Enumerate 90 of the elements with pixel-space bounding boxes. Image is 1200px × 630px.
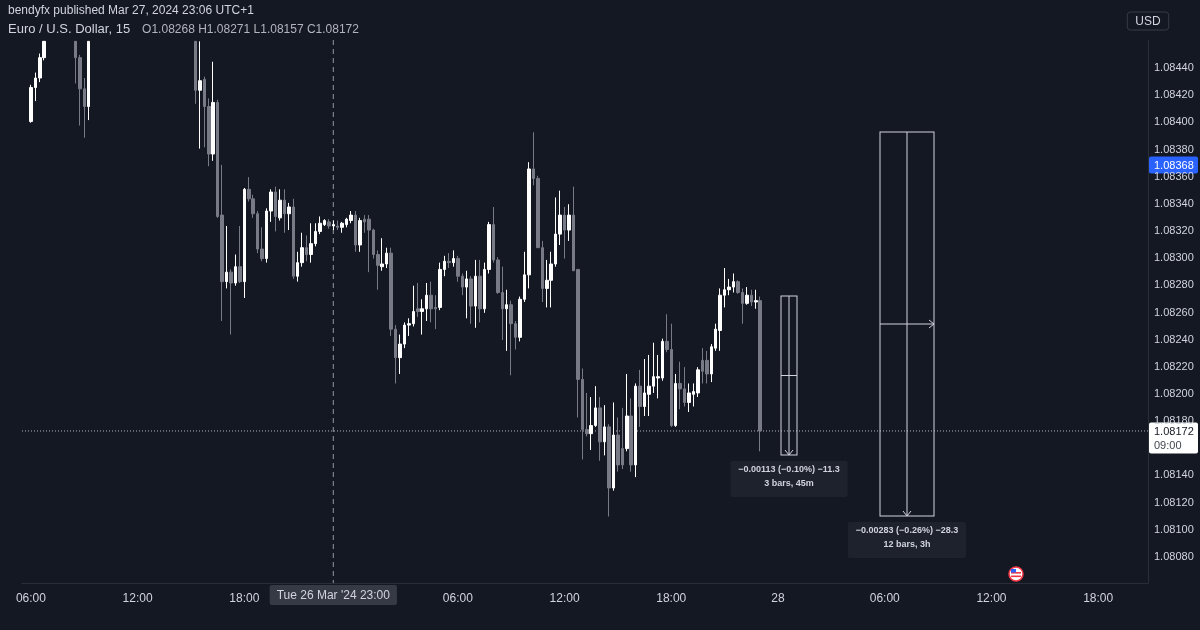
candlestick [447,252,451,269]
text: 1.08368 [1154,159,1194,171]
candlestick [478,259,482,323]
candlestick [278,188,282,222]
y-tick-label: 1.08140 [1154,468,1194,481]
y-tick-label: 1.08400 [1154,115,1194,128]
y-tick-label: 1.08120 [1154,495,1194,508]
candlestick [87,40,90,121]
text: 09:00 [1154,438,1182,451]
candlestick [754,289,758,310]
candlestick [274,186,277,232]
candlestick [509,300,513,376]
candlestick [327,218,331,230]
candlestick [674,373,677,428]
candlestick [678,361,682,410]
candlestick [750,289,753,307]
x-tick-label: 12:00 [976,591,1007,605]
ref-line-label: Tue 26 Mar '24 23:00 [276,588,391,602]
ref-line-label: 1.08172 [1154,424,1194,437]
x-tick-label: 18:00 [229,591,260,605]
x-tick-label: 18:00 [656,591,687,605]
candlestick [465,270,468,319]
y-tick-label: 1.08440 [1154,61,1194,74]
candlestick [225,225,228,289]
y-tick-label: 1.08200 [1154,386,1194,399]
candlestick [416,282,420,318]
y-tick-label: 1.08320 [1154,224,1194,237]
candlestick [367,214,371,273]
candlestick [598,396,602,462]
annotation: 12 bars, 3h [883,539,931,549]
annotation: −0.00283 (−0.26%) −28.3 [855,525,959,535]
candlestick [283,188,286,234]
candlestick [474,259,477,329]
chart-title: Euro / U.S. Dollar, 15 [8,21,131,36]
annotation: −0.00113 (−0.10%) −11.3 [738,464,840,474]
y-tick-label: 1.08080 [1154,549,1194,562]
candlestick [354,210,357,253]
x-tick-label: 06:00 [442,591,474,605]
candlestick [349,210,353,224]
y-axis-title: USD [1135,14,1161,28]
candlestick [745,286,749,306]
candlestick [705,350,709,384]
candlestick [607,423,611,517]
candlestick [229,268,233,336]
candlestick [634,382,637,478]
candlestick [340,221,344,234]
candlestick [469,275,473,325]
candlestick [629,397,633,473]
x-tick-label: 06:00 [869,591,901,605]
candlestick [563,206,566,260]
y-tick-label: 1.08240 [1154,332,1194,345]
annotation: 3 bars, 45m [764,478,814,488]
candlestick [612,401,615,492]
candlestick [243,187,246,299]
candlestick [194,40,197,105]
candlestick [238,225,242,284]
candlestick [305,234,308,262]
candlestick [309,222,313,264]
candlestick [292,198,295,280]
candlestick [603,404,606,456]
y-tick-label: 1.08260 [1154,305,1194,318]
y-tick-label: 1.08420 [1154,88,1194,101]
candlestick [505,289,508,352]
candlestick [452,249,455,268]
candlestick [625,373,629,452]
candlestick [638,369,642,428]
candlestick [198,40,202,150]
y-tick-label: 1.08340 [1154,196,1194,209]
y-tick-label: 1.08220 [1154,359,1194,372]
candlestick [211,61,215,162]
x-tick-label: 18:00 [1083,591,1114,605]
text: O1.08268 H1.08271 L1.08157 C1.08172 [142,22,360,36]
candlestick [380,237,384,272]
candlestick [234,253,237,287]
y-tick-label: 1.08300 [1154,251,1194,264]
x-tick-label: 28 [771,591,785,605]
y-tick-label: 1.08280 [1154,278,1194,291]
candlestick [332,220,335,231]
candlestick [358,217,362,253]
y-tick-label: 1.08100 [1154,522,1194,535]
y-tick-label: 1.08380 [1154,142,1194,155]
candlestick [336,220,339,231]
chart-subtitle: bendyfx published Mar 27, 2024 23:06 UTC+1 [8,3,255,17]
candlestick [287,202,291,231]
candlestick [758,296,762,452]
candlestick [687,382,691,413]
x-tick-label: 12:00 [549,591,580,605]
x-tick-label: 06:00 [15,591,47,605]
x-tick-label: 12:00 [122,591,153,605]
candlestick [567,203,571,242]
